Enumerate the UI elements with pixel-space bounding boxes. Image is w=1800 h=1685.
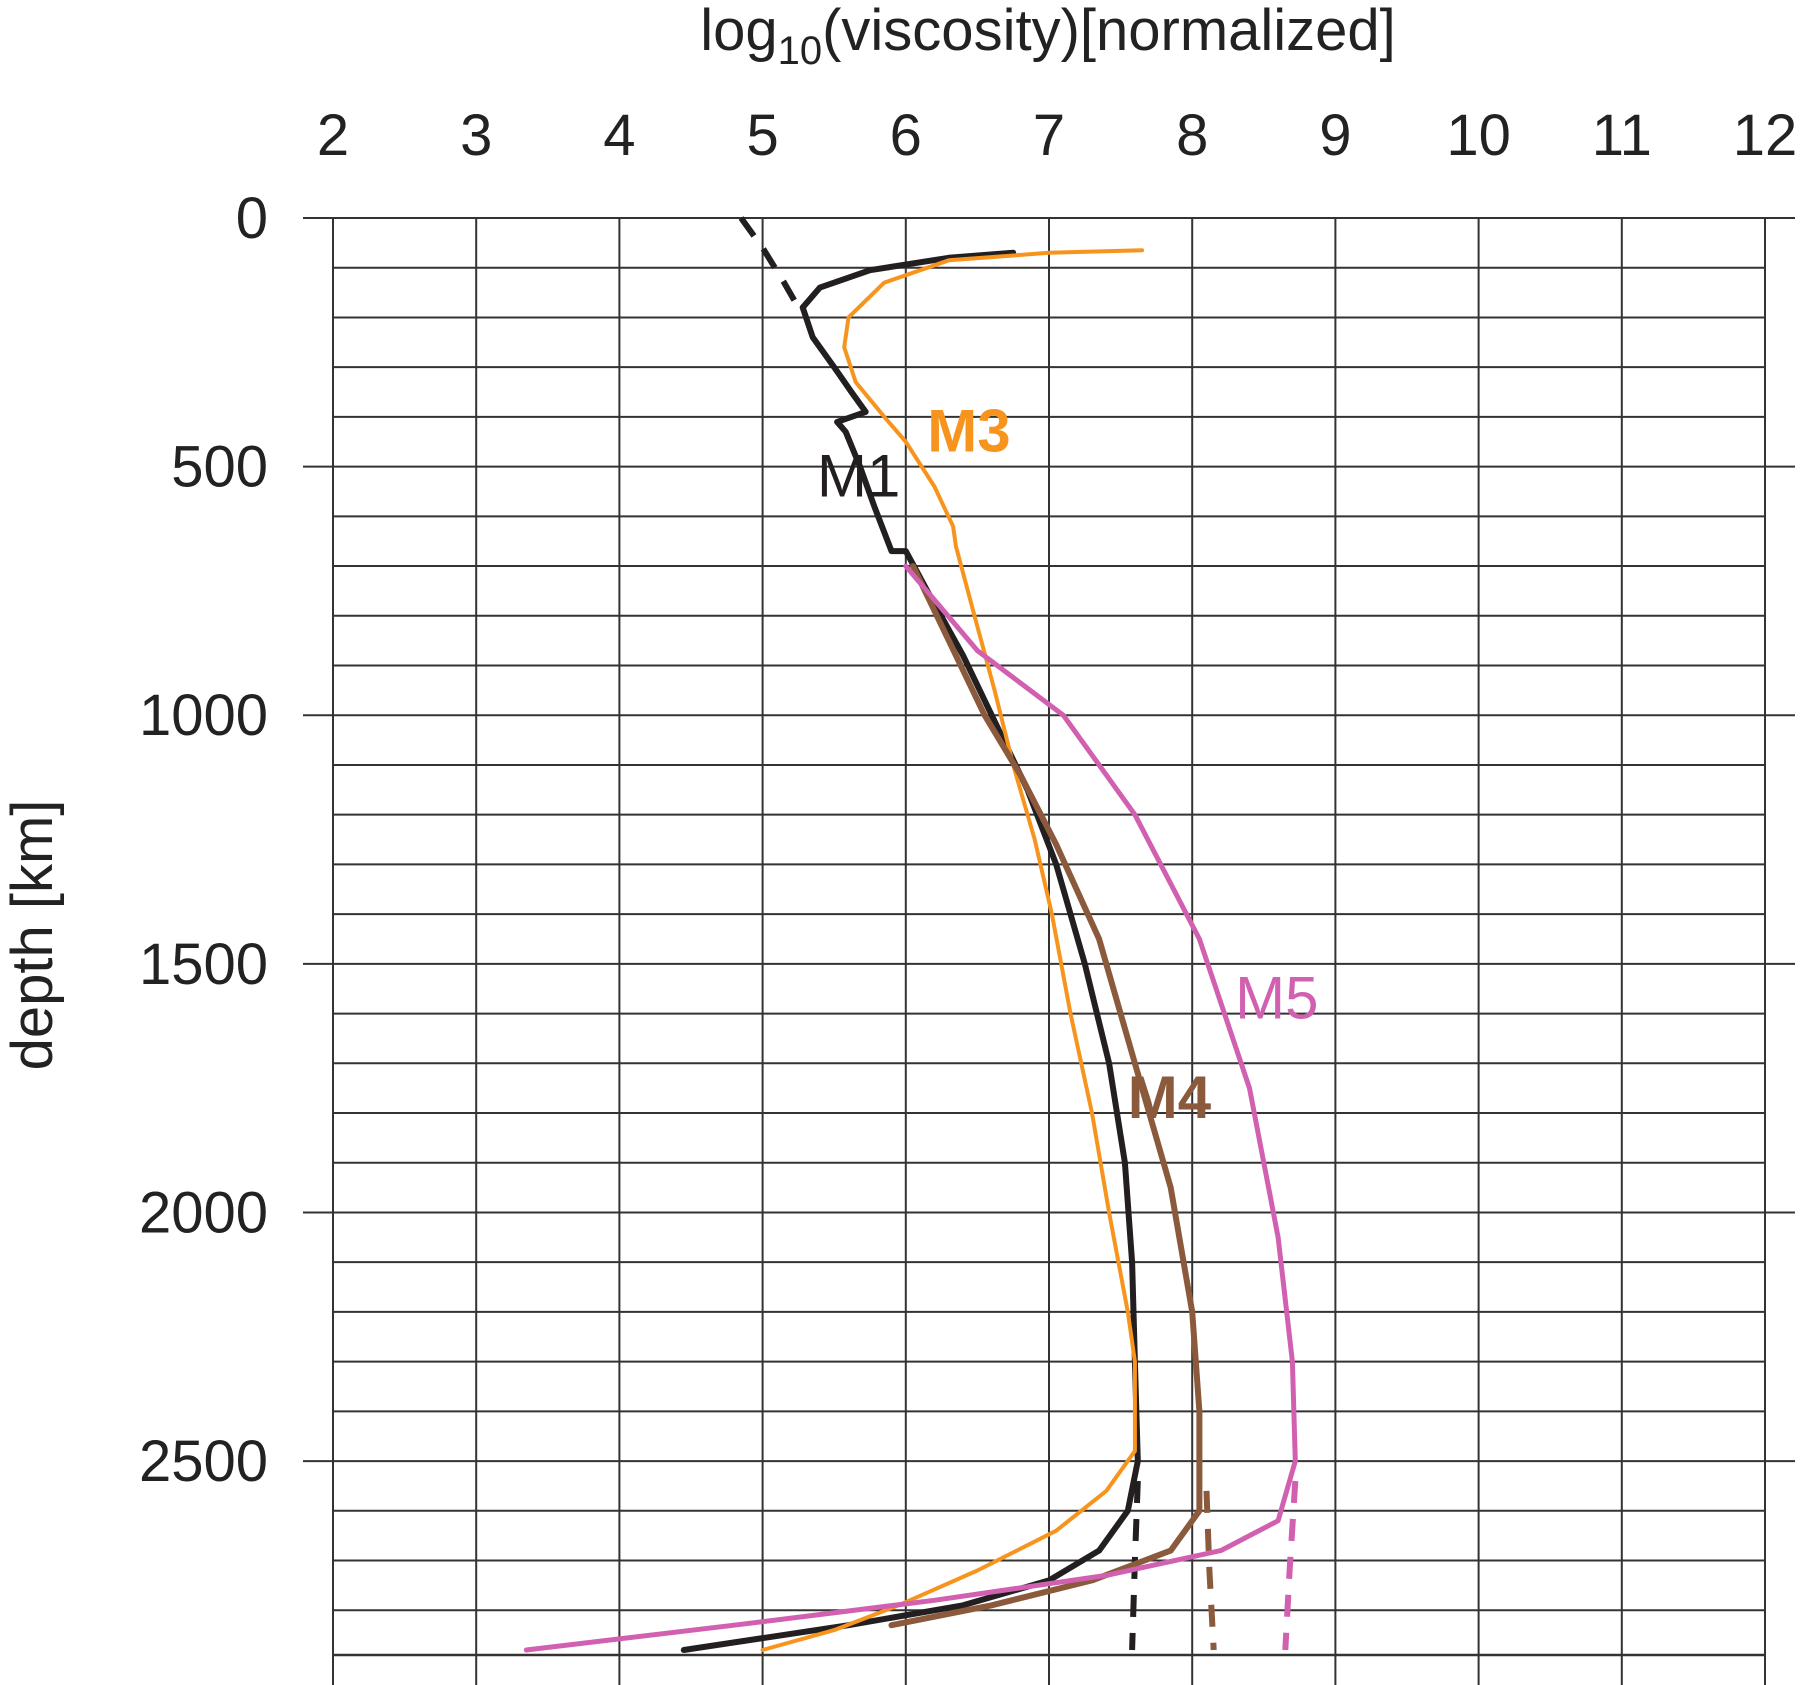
x-tick-label: 3 <box>460 103 492 168</box>
series-line-m1-extrapolation <box>1129 1480 1141 1651</box>
x-tick-label: 7 <box>1033 103 1065 168</box>
x-tick-label: 8 <box>1176 103 1208 168</box>
y-tick-label: 1000 <box>139 683 268 748</box>
x-axis-title-subscript: 10 <box>778 29 823 73</box>
series-line-m4-extrapolation <box>1203 1490 1217 1651</box>
x-tick-label: 10 <box>1446 103 1511 168</box>
y-tick-label: 500 <box>171 435 268 500</box>
x-axis-title-suffix: (viscosity)[normalized] <box>822 0 1396 63</box>
x-tick-label: 2 <box>317 103 349 168</box>
x-tick-label: 5 <box>746 103 778 168</box>
series-lines <box>523 216 1299 1653</box>
x-tick-label: 9 <box>1319 103 1351 168</box>
x-axis-title-prefix: log <box>700 0 777 63</box>
series-label-m5: M5 <box>1235 965 1318 1032</box>
y-tick-label: 2500 <box>139 1429 268 1494</box>
x-tick-label: 11 <box>1592 103 1652 168</box>
series-line-m5-extrapolation <box>1282 1480 1299 1651</box>
x-tick-label: 12 <box>1733 103 1798 168</box>
series-line-m5 <box>523 563 1298 1653</box>
series-label-m4: M4 <box>1128 1064 1212 1131</box>
tick-labels: 2 3 4 5 6 7 8 9 10 11 12 0 500 1000 1500 2000 2500 <box>139 103 1797 1494</box>
y-axis-title: depth [km] <box>0 800 65 1071</box>
x-tick-label: 4 <box>603 103 635 168</box>
series-label-m3: M3 <box>927 398 1010 465</box>
y-tick-label: 2000 <box>139 1180 268 1245</box>
series-annotations: M1 M3 M4 M5 <box>817 398 1319 1131</box>
series-label-m1: M1 <box>817 442 900 509</box>
grid <box>303 217 1795 1685</box>
y-tick-label: 1500 <box>139 932 268 997</box>
y-tick-label: 0 <box>236 186 268 251</box>
x-axis-title: log10(viscosity)[normalized] <box>700 0 1396 73</box>
series-line-m1-extrapolation <box>738 216 802 309</box>
x-tick-label: 6 <box>890 103 922 168</box>
series-line-m1 <box>680 249 1141 1653</box>
